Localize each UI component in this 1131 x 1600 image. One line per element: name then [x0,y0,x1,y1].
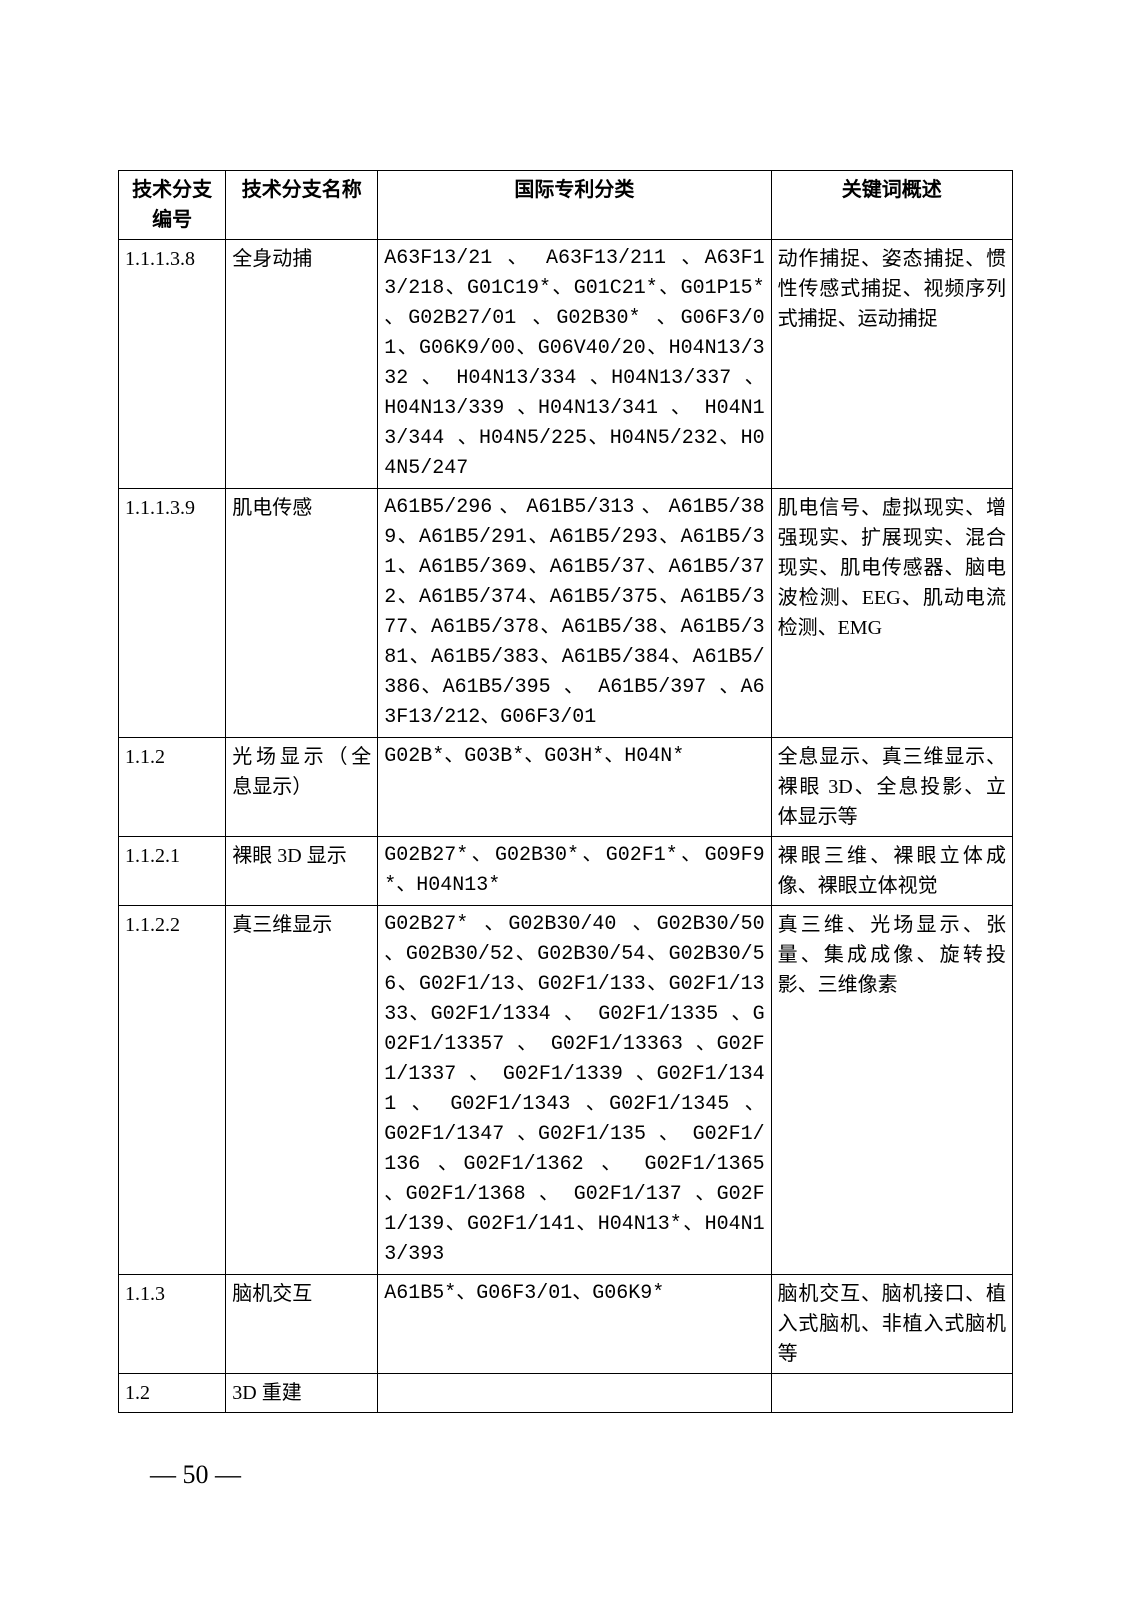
cell-id: 1.1.1.3.9 [119,489,226,738]
cell-id: 1.1.1.3.8 [119,240,226,489]
cell-name: 全身动捕 [226,240,378,489]
cell-id: 1.2 [119,1374,226,1413]
cell-ipc [378,1374,771,1413]
cell-kw: 脑机交互、脑机接口、植入式脑机、非植入式脑机等 [771,1275,1012,1374]
cell-name: 裸眼 3D 显示 [226,837,378,906]
cell-kw: 肌电信号、虚拟现实、增强现实、扩展现实、混合现实、肌电传感器、脑电波检测、EEG… [771,489,1012,738]
cell-ipc: G02B27*、G02B30*、G02F1*、G09F9*、H04N13* [378,837,771,906]
cell-kw: 真三维、光场显示、张量、集成成像、旋转投影、三维像素 [771,906,1012,1275]
cell-ipc: G02B*、G03B*、G03H*、H04N* [378,738,771,837]
cell-id: 1.1.2.1 [119,837,226,906]
cell-id: 1.1.3 [119,1275,226,1374]
table-row: 1.1.3 脑机交互 A61B5*、G06F3/01、G06K9* 脑机交互、脑… [119,1275,1013,1374]
cell-ipc: A61B5*、G06F3/01、G06K9* [378,1275,771,1374]
cell-ipc: G02B27* 、G02B30/40 、G02B30/50 、G02B30/52… [378,906,771,1275]
cell-kw [771,1374,1012,1413]
cell-ipc: A63F13/21 、 A63F13/211 、A63F13/218、G01C1… [378,240,771,489]
cell-ipc: A61B5/296、A61B5/313、A61B5/389、A61B5/291、… [378,489,771,738]
cell-id: 1.1.2.2 [119,906,226,1275]
table-row: 1.1.2 光场显示（全息显示） G02B*、G03B*、G03H*、H04N*… [119,738,1013,837]
table-header-row: 技术分支编号 技术分支名称 国际专利分类 关键词概述 [119,171,1013,240]
header-id: 技术分支编号 [119,171,226,240]
header-ipc: 国际专利分类 [378,171,771,240]
cell-name: 3D 重建 [226,1374,378,1413]
page-number: — 50 — [150,1460,241,1490]
cell-name: 光场显示（全息显示） [226,738,378,837]
table-row: 1.1.1.3.8 全身动捕 A63F13/21 、 A63F13/211 、A… [119,240,1013,489]
header-name: 技术分支名称 [226,171,378,240]
cell-name: 脑机交互 [226,1275,378,1374]
cell-name: 肌电传感 [226,489,378,738]
cell-kw: 动作捕捉、姿态捕捉、惯性传感式捕捉、视频序列式捕捉、运动捕捉 [771,240,1012,489]
cell-kw: 裸眼三维、裸眼立体成像、裸眼立体视觉 [771,837,1012,906]
header-kw: 关键词概述 [771,171,1012,240]
cell-kw: 全息显示、真三维显示、裸眼 3D、全息投影、立体显示等 [771,738,1012,837]
table-row: 1.1.1.3.9 肌电传感 A61B5/296、A61B5/313、A61B5… [119,489,1013,738]
table-body: 1.1.1.3.8 全身动捕 A63F13/21 、 A63F13/211 、A… [119,240,1013,1413]
table-row: 1.1.2.1 裸眼 3D 显示 G02B27*、G02B30*、G02F1*、… [119,837,1013,906]
cell-name: 真三维显示 [226,906,378,1275]
table-row: 1.2 3D 重建 [119,1374,1013,1413]
cell-id: 1.1.2 [119,738,226,837]
page: 技术分支编号 技术分支名称 国际专利分类 关键词概述 1.1.1.3.8 全身动… [0,0,1131,1600]
table-row: 1.1.2.2 真三维显示 G02B27* 、G02B30/40 、G02B30… [119,906,1013,1275]
classification-table: 技术分支编号 技术分支名称 国际专利分类 关键词概述 1.1.1.3.8 全身动… [118,170,1013,1413]
